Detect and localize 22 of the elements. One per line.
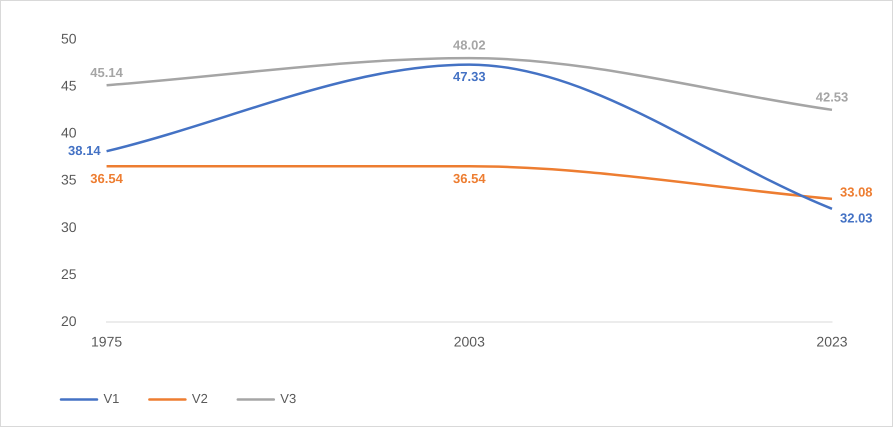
legend-label: V3 xyxy=(280,391,296,406)
data-label: 48.02 xyxy=(453,38,486,53)
data-label: 42.53 xyxy=(816,89,848,104)
data-label: 47.33 xyxy=(453,69,486,84)
y-tick-label: 30 xyxy=(60,218,77,235)
y-tick-label: 50 xyxy=(60,30,77,46)
legend-label: V2 xyxy=(192,391,208,406)
data-label: 32.03 xyxy=(840,210,873,226)
x-tick-label: 1975 xyxy=(90,333,122,350)
y-tick-label: 45 xyxy=(60,77,77,94)
y-tick-label: 25 xyxy=(60,266,77,282)
data-label: 38.14 xyxy=(68,142,102,158)
x-tick-label: 2003 xyxy=(454,333,486,350)
y-tick-label: 35 xyxy=(60,172,77,188)
x-tick-label: 2023 xyxy=(816,333,848,350)
data-label: 45.14 xyxy=(90,64,124,80)
data-label: 36.54 xyxy=(90,170,124,186)
y-tick-label: 20 xyxy=(60,313,77,330)
data-label: 36.54 xyxy=(453,170,486,186)
y-tick-label: 40 xyxy=(60,124,77,141)
legend-label: V1 xyxy=(104,391,120,406)
data-label: 33.08 xyxy=(840,184,873,200)
